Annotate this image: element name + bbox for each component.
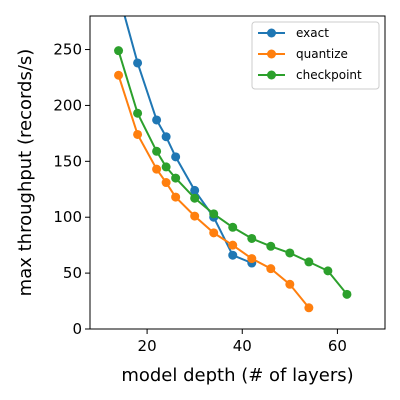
y-axis-label: max throughput (records/s) xyxy=(15,49,36,297)
data-point-quantize xyxy=(209,228,219,238)
data-point-exact xyxy=(228,250,238,260)
legend-box xyxy=(251,21,380,90)
data-point-checkpoint xyxy=(171,173,181,183)
legend-marker-checkpoint xyxy=(267,70,276,80)
data-point-quantize xyxy=(190,211,200,221)
legend-label-checkpoint: checkpoint xyxy=(296,68,362,82)
data-point-quantize xyxy=(114,70,124,80)
y-tick-label: 250 xyxy=(53,41,82,59)
data-point-quantize xyxy=(133,129,143,139)
data-point-checkpoint xyxy=(161,162,171,172)
legend-marker-quantize xyxy=(267,49,276,59)
legend-label-quantize: quantize xyxy=(296,47,348,61)
x-tick-label: 40 xyxy=(233,337,252,355)
legend-label-exact: exact xyxy=(296,26,329,40)
data-point-quantize xyxy=(171,192,181,202)
y-tick-label: 150 xyxy=(53,152,82,170)
data-point-exact xyxy=(190,185,200,195)
legend: exact quantize checkpoint xyxy=(251,21,380,90)
data-point-checkpoint xyxy=(323,266,333,276)
plot-frame xyxy=(89,15,386,330)
y-tick-label: 50 xyxy=(63,264,82,282)
data-point-checkpoint xyxy=(247,233,257,243)
data-point-quantize xyxy=(266,264,276,274)
series-layer xyxy=(114,16,352,313)
y-axis-ticks: 0 50 100 150 200 250 xyxy=(53,41,90,338)
y-tick-label: 0 xyxy=(72,320,82,338)
data-point-exact xyxy=(171,152,181,162)
y-tick-label: 200 xyxy=(53,96,82,114)
data-point-quantize xyxy=(304,303,314,313)
data-point-quantize xyxy=(228,240,238,250)
data-point-checkpoint xyxy=(209,209,219,219)
x-axis-ticks: 20 40 60 xyxy=(138,329,347,355)
x-tick-label: 60 xyxy=(328,337,347,355)
legend-marker-exact xyxy=(267,28,276,38)
data-point-quantize xyxy=(285,279,295,289)
data-point-checkpoint xyxy=(133,108,143,118)
data-point-checkpoint xyxy=(190,193,200,203)
data-point-checkpoint xyxy=(114,46,124,56)
data-point-checkpoint xyxy=(228,222,238,232)
data-point-checkpoint xyxy=(304,257,314,267)
data-point-exact xyxy=(133,58,143,68)
data-point-checkpoint xyxy=(342,289,352,299)
data-point-exact xyxy=(161,132,171,142)
data-point-exact xyxy=(152,115,162,125)
data-point-checkpoint xyxy=(152,146,162,156)
x-axis-label: model depth (# of layers) xyxy=(121,365,353,386)
data-point-checkpoint xyxy=(285,248,295,258)
data-point-quantize xyxy=(152,164,162,174)
data-point-quantize xyxy=(161,178,171,188)
series-line-quantize xyxy=(117,74,310,309)
data-point-checkpoint xyxy=(266,241,276,251)
x-tick-label: 20 xyxy=(138,337,157,355)
y-tick-label: 100 xyxy=(53,208,82,226)
data-point-quantize xyxy=(247,254,257,264)
